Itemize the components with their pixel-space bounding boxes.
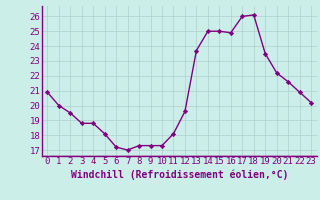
X-axis label: Windchill (Refroidissement éolien,°C): Windchill (Refroidissement éolien,°C)	[70, 169, 288, 180]
